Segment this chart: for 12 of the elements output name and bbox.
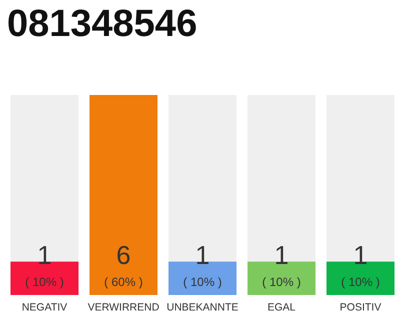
x-tick-label: POSITIV xyxy=(340,302,382,314)
data-label: 6 xyxy=(116,240,131,270)
annotation: ( 10% ) xyxy=(183,275,222,289)
x-tick-label: EGAL xyxy=(267,302,296,314)
x-tick-label: VERWIRREND xyxy=(88,302,160,314)
annotation: ( 10% ) xyxy=(262,275,301,289)
annotation: ( 10% ) xyxy=(25,275,64,289)
x-tick-label: NEGATIV xyxy=(22,302,68,314)
chart-title: 081348546 xyxy=(7,3,198,45)
annotation: ( 10% ) xyxy=(341,275,380,289)
annotation: ( 60% ) xyxy=(104,275,143,289)
x-tick-label: UNBEKANNTE xyxy=(166,302,238,314)
